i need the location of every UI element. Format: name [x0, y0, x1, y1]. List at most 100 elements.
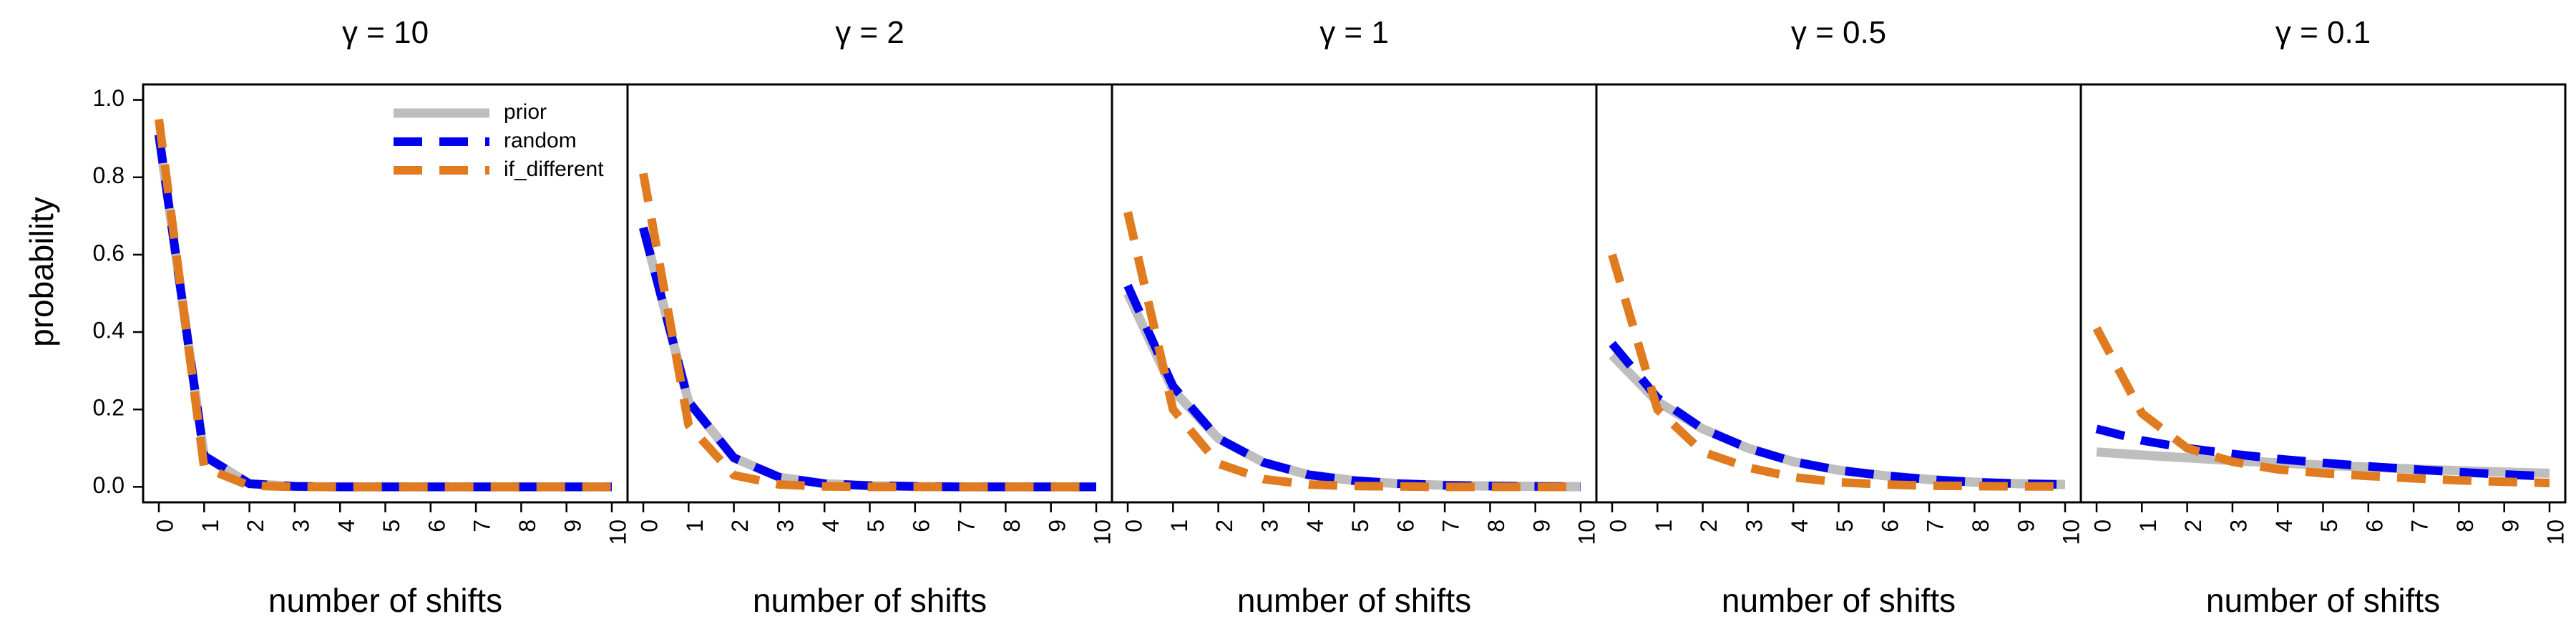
series-group — [1608, 253, 2066, 491]
x-tick-label: 8 — [999, 519, 1025, 532]
x-tick-label: 2 — [1211, 519, 1237, 532]
panel-frame — [626, 83, 1113, 504]
series-line-if-different — [639, 172, 1096, 492]
x-tick-label: 10 — [2059, 519, 2084, 545]
y-tick-label: 0.8 — [93, 162, 125, 188]
series-group — [154, 118, 612, 492]
x-tick-label: 6 — [2361, 519, 2387, 532]
x-tick-label: 0 — [152, 519, 178, 532]
legend-label-prior: prior — [504, 100, 547, 124]
x-tick-label: 4 — [1787, 519, 1813, 532]
x-tick-label: 2 — [727, 519, 753, 532]
x-tick-label: 7 — [2407, 519, 2433, 532]
series-group — [1123, 211, 1581, 492]
series-group — [638, 172, 1096, 492]
x-tick-label: 7 — [954, 519, 980, 532]
series-line-random — [1609, 341, 2066, 489]
x-tick-label: 1 — [197, 519, 223, 532]
x-tick-label: 8 — [1968, 519, 1994, 532]
x-tick-label: 9 — [2497, 519, 2523, 532]
x-tick-label: 3 — [1257, 519, 1283, 532]
x-tick-label: 7 — [1923, 519, 1948, 532]
panel-title: γ = 0.1 — [2275, 15, 2371, 50]
x-tick-label: 10 — [2543, 519, 2569, 545]
legend: prior random if_different — [394, 100, 604, 181]
y-tick-label: 0.2 — [93, 395, 125, 421]
x-tick-label: 8 — [1483, 519, 1509, 532]
series-line-random — [155, 134, 612, 492]
panel-title: γ = 0.5 — [1791, 15, 1886, 50]
x-tick-label: 9 — [560, 519, 585, 532]
x-tick-label: 0 — [1606, 519, 1631, 532]
x-axis-label: number of shifts — [753, 582, 987, 619]
x-tick-label: 3 — [773, 519, 799, 532]
x-tick-label: 3 — [1742, 519, 1767, 532]
x-tick-label: 10 — [1574, 519, 1600, 545]
x-tick-label: 8 — [2452, 519, 2478, 532]
x-tick-label: 6 — [1877, 519, 1903, 532]
x-tick-label: 1 — [1166, 519, 1192, 532]
x-tick-label: 7 — [1438, 519, 1464, 532]
x-tick-label: 4 — [1302, 519, 1328, 532]
series-line-if-different — [1123, 211, 1581, 492]
series-line-random — [2095, 424, 2550, 481]
x-tick-label: 2 — [2180, 519, 2206, 532]
x-tick-label: 4 — [818, 519, 844, 532]
x-axis-label: number of shifts — [2206, 582, 2440, 619]
x-tick-label: 5 — [1832, 519, 1858, 532]
x-tick-label: 0 — [637, 519, 663, 532]
legend-label-if-different: if_different — [504, 157, 604, 181]
x-tick-label: 5 — [2316, 519, 2342, 532]
x-tick-label: 9 — [2013, 519, 2039, 532]
y-tick-label: 0.6 — [93, 240, 125, 265]
x-tick-label: 5 — [379, 519, 404, 532]
x-tick-label: 0 — [1121, 519, 1147, 532]
series-line-prior — [1123, 291, 1581, 492]
x-tick-label: 5 — [1347, 519, 1373, 532]
x-tick-label: 10 — [1090, 519, 1116, 545]
x-tick-label: 6 — [424, 519, 449, 532]
x-tick-label: 4 — [2271, 519, 2297, 532]
x-tick-label: 8 — [514, 519, 540, 532]
x-tick-label: 1 — [682, 519, 708, 532]
series-line-if-different — [1608, 253, 2065, 491]
x-tick-label: 5 — [863, 519, 889, 532]
panel-title: γ = 1 — [1319, 15, 1389, 50]
series-line-prior — [1609, 351, 2066, 489]
panel-1: γ = 10 0 1 2 3 4 5 6 7 8 9 10 number of shifts 0.0 0.2… — [93, 15, 631, 619]
x-tick-label: 6 — [908, 519, 934, 532]
x-tick-label: 4 — [333, 519, 359, 532]
x-tick-label: 6 — [1392, 519, 1418, 532]
series-line-random — [1123, 283, 1581, 492]
panel-frame — [1595, 83, 2082, 504]
x-tick-label: 1 — [1651, 519, 1677, 532]
panel-frame — [1111, 83, 1598, 504]
panel-2: γ = 2 0 1 2 3 4 5 6 7 8 9 10 number of shifts — [626, 15, 1116, 619]
x-tick-label: 3 — [2226, 519, 2252, 532]
x-tick-label: 2 — [243, 519, 268, 532]
series-group — [2092, 326, 2550, 487]
x-axis-label: number of shifts — [1237, 582, 1471, 619]
x-tick-label: 9 — [1528, 519, 1554, 532]
y-axis-label: probability — [23, 197, 60, 347]
y-tick-label: 1.0 — [93, 85, 125, 111]
x-axis-label: number of shifts — [268, 582, 502, 619]
series-line-if-different — [2092, 326, 2550, 487]
x-tick-label: 1 — [2135, 519, 2161, 532]
panel-title: γ = 10 — [342, 15, 429, 50]
y-tick-label: 0.4 — [93, 318, 125, 343]
panel-3: γ = 1 0 1 2 3 4 5 6 7 8 9 10 number of shifts — [1111, 15, 1600, 619]
x-tick-label: 2 — [1696, 519, 1722, 532]
x-tick-label: 7 — [469, 519, 495, 532]
series-line-prior — [154, 134, 612, 492]
x-tick-label: 10 — [605, 519, 631, 545]
x-tick-label: 3 — [288, 519, 314, 532]
legend-label-random: random — [504, 129, 577, 152]
panel-5: γ = 0.1 0 1 2 3 4 5 6 7 8 9 10 number of shifts — [2079, 15, 2569, 619]
panel-4: γ = 0.5 0 1 2 3 4 5 6 7 8 9 10 number of shifts — [1595, 15, 2084, 619]
series-line-if-different — [155, 118, 612, 492]
panel-title: γ = 2 — [835, 15, 904, 50]
x-tick-label: 9 — [1044, 519, 1070, 532]
